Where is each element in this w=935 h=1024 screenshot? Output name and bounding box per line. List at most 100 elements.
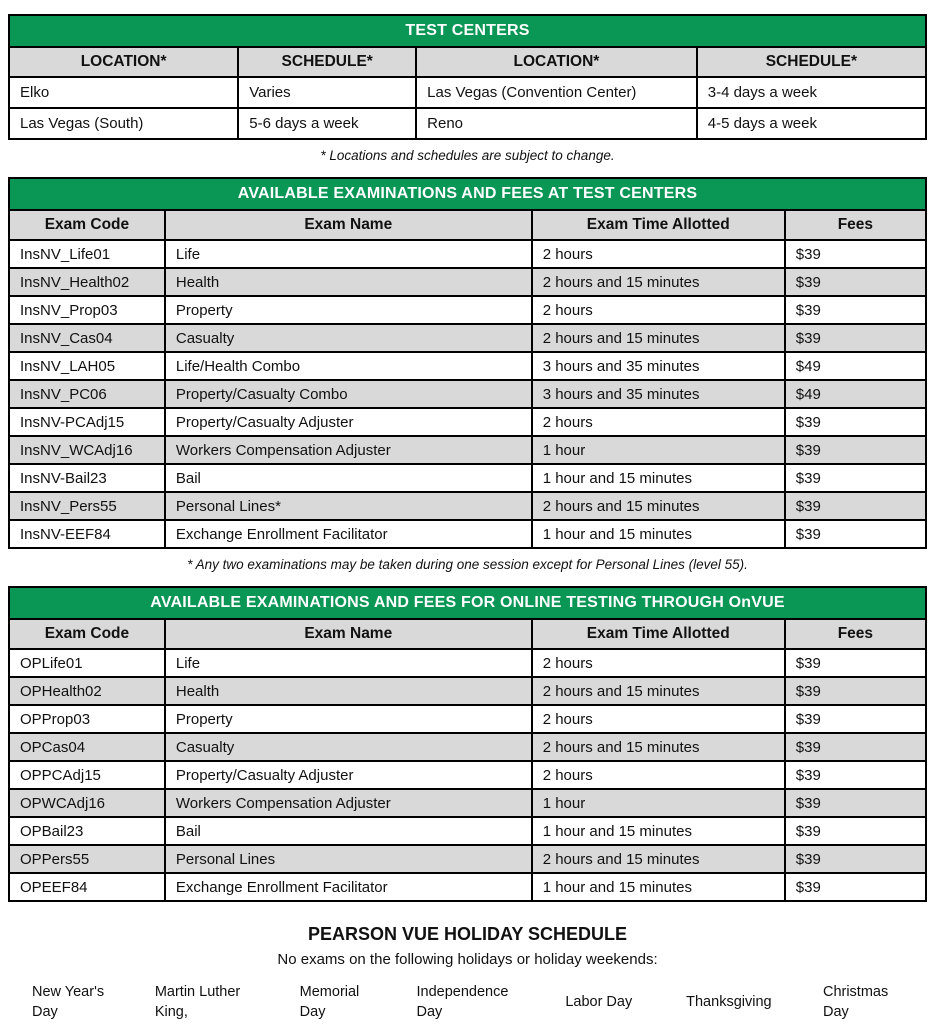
cell: Casualty <box>163 732 533 762</box>
column-header: Fees <box>783 618 928 650</box>
table-row: OPPers55 Personal Lines 2 hours and 15 min… <box>8 844 928 874</box>
cell: Bail <box>163 463 533 493</box>
cell: 5-6 days a week <box>237 107 418 140</box>
cell: 2 hours <box>530 648 786 678</box>
cell: OPEEF84 <box>8 872 166 902</box>
test-center-exams-footnote: * Any two examinations may be taken duri… <box>187 557 748 572</box>
cell: InsNV_Life01 <box>8 239 166 269</box>
cell: Property/Casualty Adjuster <box>163 760 533 790</box>
table-row: InsNV_WCAdj16 Workers Compensation Adjust… <box>8 435 928 465</box>
table-row: InsNV_PC06 Property/Casualty Combo 3 hours… <box>8 379 928 409</box>
holiday-item: Labor Day <box>565 994 633 1011</box>
cell: 2 hours <box>530 239 786 269</box>
cell: 1 hour <box>530 435 786 465</box>
holiday-item: Martin Luther King, <box>154 984 241 1021</box>
cell: OPCas04 <box>8 732 166 762</box>
cell: $39 <box>783 519 928 549</box>
table-row: InsNV_Health02 Health 2 hours and 15 minut… <box>8 267 928 297</box>
cell: Exchange Enrollment Facilitator <box>163 519 533 549</box>
online-exams-table: AVAILABLE EXAMINATIONS AND FEES FOR ONLI… <box>8 586 928 902</box>
cell: InsNV_PC06 <box>8 379 166 409</box>
cell: Personal Lines* <box>163 491 533 521</box>
cell: $39 <box>783 676 928 706</box>
cell: InsNV_Pers55 <box>8 491 166 521</box>
table-title-banner: AVAILABLE EXAMINATIONS AND FEES AT TEST … <box>8 177 927 211</box>
table-title-banner: AVAILABLE EXAMINATIONS AND FEES FOR ONLI… <box>8 586 927 620</box>
cell: 3 hours and 35 minutes <box>530 351 786 381</box>
holiday-schedule-section: PEARSON VUE HOLIDAY SCHEDULE No exams on… <box>8 924 927 1023</box>
holiday-schedule-subtitle: No exams on the following holidays or ho… <box>277 951 658 968</box>
cell: 1 hour and 15 minutes <box>530 519 786 549</box>
cell: Workers Compensation Adjuster <box>163 435 533 465</box>
table-row: OPWCAdj16 Workers Compensation Adjuster 1 … <box>8 788 928 818</box>
cell: Varies <box>237 76 418 109</box>
cell: Property <box>163 295 533 325</box>
cell: Life/Health Combo <box>163 351 533 381</box>
table-row: InsNV_Pers55 Personal Lines* 2 hours and 1… <box>8 491 928 521</box>
column-header: Fees <box>783 209 928 241</box>
holiday-item: Memorial Day <box>299 984 360 1021</box>
cell: Exchange Enrollment Facilitator <box>163 872 533 902</box>
cell: $39 <box>783 872 928 902</box>
cell: OPHealth02 <box>8 676 166 706</box>
cell: OPPCAdj15 <box>8 760 166 790</box>
table-row: InsNV-EEF84 Exchange Enrollment Facilitat… <box>8 519 928 549</box>
cell: InsNV-EEF84 <box>8 519 166 549</box>
cell: 2 hours and 15 minutes <box>530 732 786 762</box>
holiday-schedule-title: PEARSON VUE HOLIDAY SCHEDULE <box>307 924 628 944</box>
cell: OPProp03 <box>8 704 166 734</box>
table-row: InsNV-PCAdj15 Property/Casualty Adjuster 2… <box>8 407 928 437</box>
column-header: LOCATION* <box>7 46 240 78</box>
cell: $49 <box>783 379 928 409</box>
table-row: InsNV-Bail23 Bail 1 hour and 15 minutes $39 <box>8 463 928 493</box>
cell: 3-4 days a week <box>695 76 928 109</box>
cell: $39 <box>783 323 928 353</box>
cell: $39 <box>783 732 928 762</box>
cell: 2 hours <box>530 407 786 437</box>
table-row: OPEEF84 Exchange Enrollment Facilitator 1 … <box>8 872 928 902</box>
column-header: Exam Time Allotted <box>530 209 786 241</box>
cell: 4-5 days a week <box>695 107 928 140</box>
column-header: Exam Time Allotted <box>530 618 786 650</box>
holiday-list: New Year's Day Martin Luther King, Memoria… <box>8 982 927 1023</box>
cell: 2 hours <box>530 704 786 734</box>
cell: $39 <box>783 267 928 297</box>
holiday-item: Independence Day <box>416 984 509 1021</box>
cell: Casualty <box>163 323 533 353</box>
table-row: InsNV_Life01 Life 2 hours $39 <box>8 239 928 269</box>
column-header: SCHEDULE* <box>695 46 928 78</box>
cell: 1 hour <box>530 788 786 818</box>
table-row: OPHealth02 Health 2 hours and 15 minutes $3… <box>8 676 928 706</box>
cell: Health <box>163 267 533 297</box>
cell: InsNV-PCAdj15 <box>8 407 166 437</box>
cell: Las Vegas (Convention Center) <box>415 76 698 109</box>
table-row: Las Vegas (South) 5-6 days a week Reno 4-5 … <box>7 107 928 140</box>
cell: 3 hours and 35 minutes <box>530 379 786 409</box>
cell: OPPers55 <box>8 844 166 874</box>
table-row: InsNV_Prop03 Property 2 hours $39 <box>8 295 928 325</box>
cell: $39 <box>783 491 928 521</box>
cell: InsNV_LAH05 <box>8 351 166 381</box>
cell: 1 hour and 15 minutes <box>530 872 786 902</box>
cell: 2 hours and 15 minutes <box>530 676 786 706</box>
cell: $39 <box>783 435 928 465</box>
cell: InsNV_Prop03 <box>8 295 166 325</box>
cell: 2 hours and 15 minutes <box>530 491 786 521</box>
cell: Health <box>163 676 533 706</box>
column-header: Exam Code <box>8 618 166 650</box>
cell: $39 <box>783 788 928 818</box>
cell: $39 <box>783 648 928 678</box>
cell: InsNV_WCAdj16 <box>8 435 166 465</box>
cell: InsNV-Bail23 <box>8 463 166 493</box>
cell: InsNV_Cas04 <box>8 323 166 353</box>
cell: $39 <box>783 704 928 734</box>
cell: 2 hours and 15 minutes <box>530 267 786 297</box>
cell: Reno <box>415 107 698 140</box>
test-centers-table: TEST CENTERS LOCATION* SCHEDULE* LOCATION* S… <box>7 14 928 140</box>
test-center-exams-table: AVAILABLE EXAMINATIONS AND FEES AT TEST … <box>8 177 928 549</box>
cell: InsNV_Health02 <box>8 267 166 297</box>
cell: 2 hours <box>530 295 786 325</box>
table-row: OPCas04 Casualty 2 hours and 15 minutes $39 <box>8 732 928 762</box>
column-header: Exam Code <box>8 209 166 241</box>
